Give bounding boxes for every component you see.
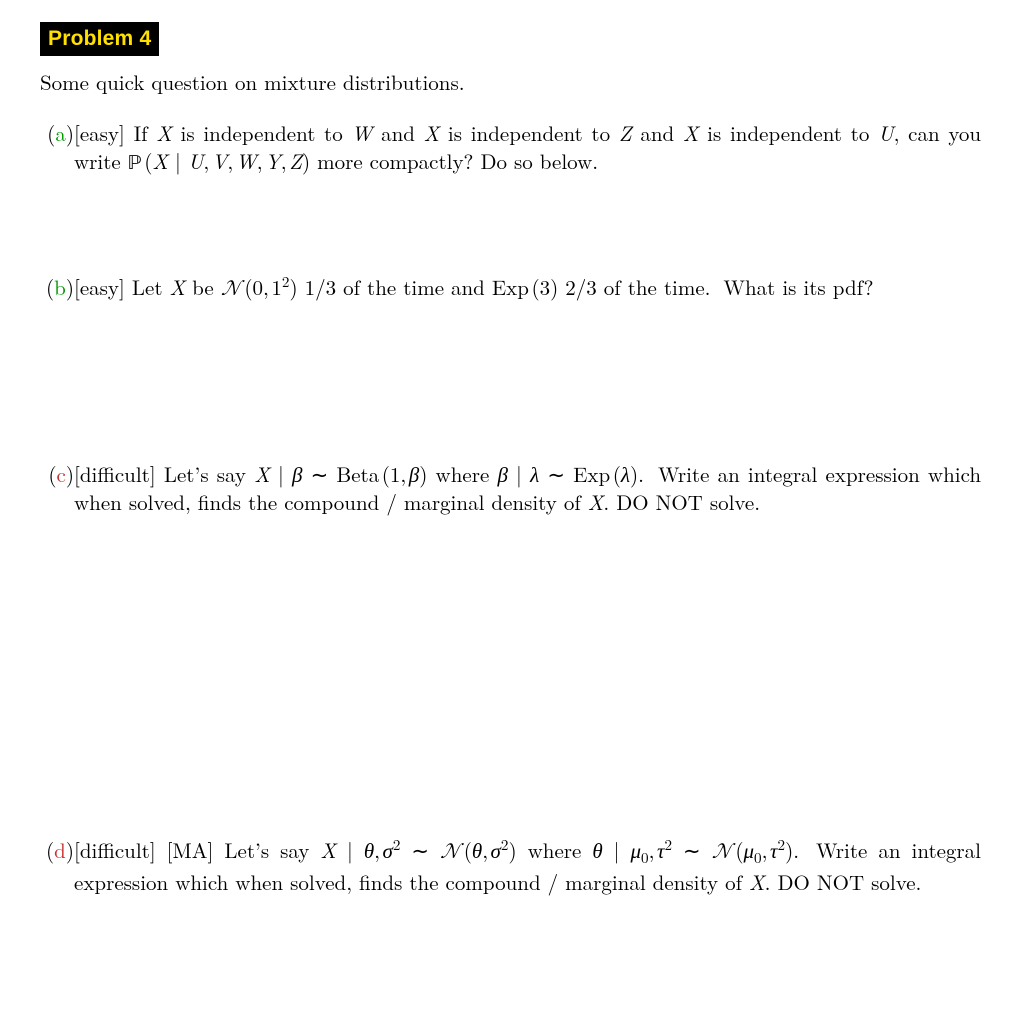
- item-d-difficulty: [difficult] [MA]: [74, 835, 213, 865]
- item-list: (a) [easy] If X is independent to W and …: [40, 119, 981, 896]
- item-a-body: If X is independent to W and X is indepe…: [74, 118, 981, 176]
- item-a: (a) [easy] If X is independent to W and …: [74, 119, 981, 179]
- item-c: (c) [difficult] Let’s say X | β ∼ Beta(1…: [74, 460, 981, 517]
- item-d: (d) [difficult] [MA] Let’s say X | θ,σ2 …: [74, 836, 981, 896]
- item-a-difficulty: [easy]: [74, 118, 125, 148]
- item-b-difficulty: [easy]: [74, 272, 125, 302]
- item-b: (b) [easy] Let X be 𝒩(0,12) 1/3 of the t…: [74, 273, 981, 304]
- answer-space-b: [74, 305, 981, 460]
- problem-badge: Problem 4: [40, 22, 159, 56]
- item-label-a: (a): [40, 119, 74, 147]
- item-c-body: Let’s say X | β ∼ Beta(1,β) where β | λ …: [74, 459, 981, 517]
- intro-text: Some quick question on mixture distribut…: [40, 68, 981, 96]
- item-c-difficulty: [difficult]: [74, 459, 156, 489]
- item-label-c: (c): [40, 460, 74, 488]
- item-b-body: Let X be 𝒩(0,12) 1/3 of the time and Exp…: [132, 272, 874, 302]
- item-label-b: (b): [40, 273, 74, 301]
- answer-space-c: [74, 516, 981, 836]
- item-label-d: (d): [40, 836, 74, 864]
- answer-space-a: [74, 178, 981, 273]
